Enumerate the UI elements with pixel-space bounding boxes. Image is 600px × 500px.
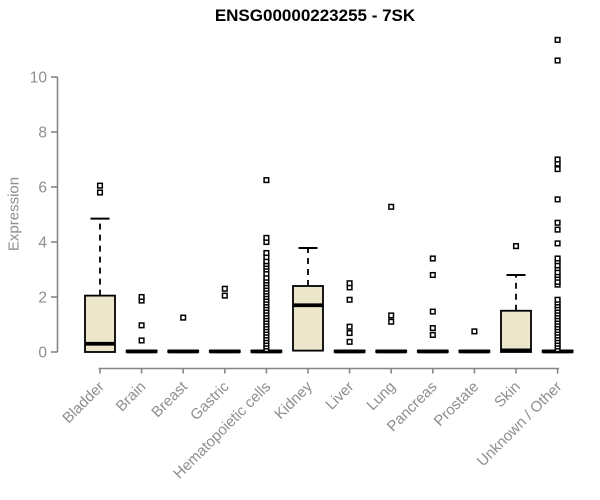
outlier-point: [429, 325, 436, 332]
outlier-point: [388, 203, 395, 210]
outlier-point: [388, 318, 395, 325]
x-category-label: Skin: [491, 378, 524, 411]
outlier-point: [429, 255, 436, 262]
outlier-point: [554, 196, 561, 203]
outlier-point: [554, 166, 561, 173]
outlier-point: [138, 293, 145, 301]
outlier-point: [346, 338, 353, 345]
x-category-label: Prostate: [431, 378, 483, 430]
outlier-point: [429, 331, 436, 338]
box-skin: [500, 309, 532, 353]
outlier-point: [346, 323, 353, 330]
outlier-point: [96, 189, 104, 196]
y-tick-label: 4: [38, 235, 47, 252]
chart-title: ENSG00000223255 - 7SK: [214, 6, 416, 25]
x-category-label: Brain: [113, 378, 150, 415]
x-category-label: Kidney: [271, 378, 316, 423]
outlier-point: [471, 328, 478, 335]
outlier-point: [429, 308, 436, 315]
outlier-point: [554, 156, 561, 163]
outlier-point: [138, 322, 145, 329]
outlier-point: [138, 337, 145, 344]
outlier-point: [221, 285, 228, 292]
x-category-label: Breast: [148, 378, 191, 421]
outlier-point: [96, 182, 104, 189]
y-tick-label: 8: [38, 125, 47, 142]
outlier-point: [263, 249, 270, 257]
outlier-point: [221, 292, 228, 299]
y-tick-label: 2: [38, 290, 47, 307]
outlier-point: [554, 219, 561, 226]
outlier-point: [429, 271, 436, 279]
outlier-point: [512, 243, 520, 250]
y-tick-label: 6: [38, 180, 47, 197]
outlier-point: [346, 296, 353, 303]
outlier-point: [263, 234, 270, 241]
outlier-point: [180, 314, 187, 321]
y-tick-label: 10: [30, 70, 48, 87]
outlier-point: [554, 36, 561, 43]
outlier-point: [346, 280, 353, 287]
y-axis-label: Expression: [5, 176, 23, 252]
outlier-point: [554, 296, 561, 303]
outlier-point: [554, 255, 561, 262]
outlier-point: [388, 312, 395, 319]
outlier-point: [554, 226, 561, 233]
outlier-point: [554, 57, 561, 64]
x-category-label: Bladder: [59, 378, 108, 427]
box-kidney: [292, 285, 324, 352]
x-category-label: Lung: [363, 378, 399, 414]
outlier-point: [346, 329, 353, 337]
outlier-point: [554, 240, 561, 247]
x-category-label: Liver: [322, 378, 357, 413]
y-tick-label: 0: [38, 345, 47, 362]
outlier-point: [263, 177, 270, 184]
